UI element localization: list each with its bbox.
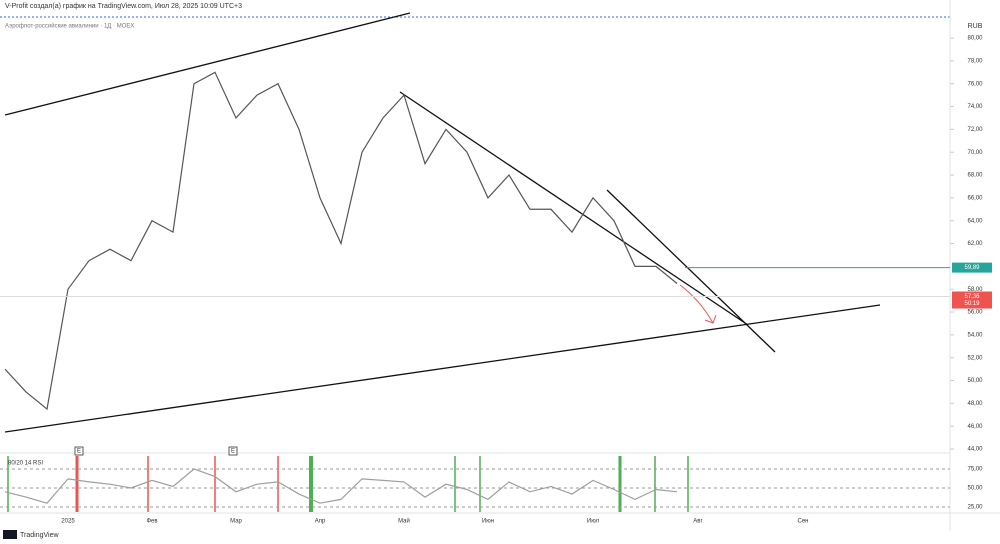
rsi-title: 80/20 14 RSI: [8, 461, 43, 467]
y-tick-label: 74,00: [967, 104, 983, 110]
currency: RUB: [968, 23, 983, 30]
y-tick-label: 66,00: [967, 195, 983, 201]
event-label: E: [77, 449, 81, 455]
y-tick-label: 64,00: [967, 218, 983, 224]
trend-line: [4, 304, 881, 433]
x-tick-label: Июн: [482, 519, 494, 525]
brand-logo: [3, 530, 17, 539]
rsi-line: [4, 468, 678, 504]
y-tick-label: 46,00: [967, 424, 983, 430]
trend-line: [606, 189, 776, 353]
forecast-arrow: [679, 284, 717, 324]
y-tick-label: 72,00: [967, 127, 983, 133]
last-price-bg: [952, 291, 992, 309]
header-subtitle: Аэрофлот-российские авиалинии · 1Д · MOE…: [5, 23, 134, 30]
y-tick-label: 70,00: [967, 150, 983, 156]
x-tick-label: Апр: [315, 519, 326, 525]
y-tick-label: 56,00: [967, 310, 983, 316]
trend-line: [399, 91, 749, 326]
trend-lines: [4, 12, 881, 433]
y-tick-label: 68,00: [967, 173, 983, 179]
x-tick-label: Авг: [693, 519, 703, 525]
y-tick-label: 54,00: [967, 332, 983, 338]
y-tick-label: 62,00: [967, 241, 983, 247]
y-tick-label: 76,00: [967, 81, 983, 87]
y-tick-label: 58,00: [967, 287, 983, 293]
last-price-label: 57,36: [964, 294, 980, 300]
trend-line: [4, 12, 411, 116]
y-tick-label: 52,00: [967, 355, 983, 361]
y-tick-label: 48,00: [967, 401, 983, 407]
x-tick-label: Фев: [146, 519, 157, 525]
countdown: 50:19: [964, 301, 980, 307]
event-marker: [228, 446, 238, 456]
rsi-bars: [7, 456, 689, 512]
level-label: 59,89: [964, 265, 980, 271]
event-label: E: [231, 449, 235, 455]
y-tick-label: 50,00: [967, 486, 983, 492]
x-tick-label: Июл: [587, 519, 600, 525]
x-tick-label: Май: [398, 518, 410, 525]
y-tick-label: 25,00: [967, 505, 983, 511]
level-label-bg: [952, 262, 992, 273]
y-tick-label: 78,00: [967, 58, 983, 64]
y-tick-label: 50,00: [967, 378, 983, 384]
x-tick-label: 2025: [61, 519, 75, 525]
y-tick-label: 44,00: [967, 447, 983, 453]
y-tick-label: 75,00: [967, 467, 983, 473]
y-tick-label: 80,00: [967, 36, 983, 42]
x-tick-label: Мар: [230, 519, 242, 525]
event-marker: [74, 446, 84, 456]
brand: TradingView: [20, 532, 59, 539]
header-title: V-Profit создал(а) график на TradingView…: [5, 3, 242, 10]
x-tick-label: Сен: [798, 519, 809, 525]
price-line: [4, 71, 678, 411]
